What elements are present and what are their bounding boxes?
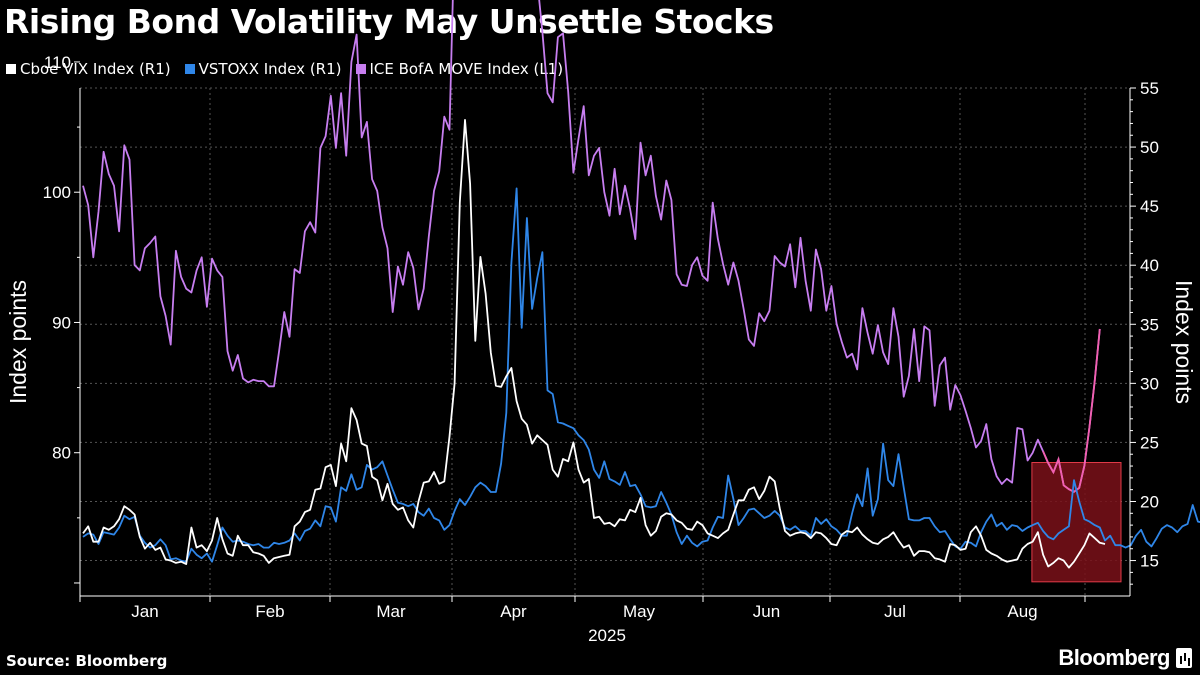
right-tick-label: 40 [1140, 256, 1159, 275]
legend-item-move[interactable]: ICE BofA MOVE Index (L1) [355, 60, 564, 78]
legend: Cboe VIX Index (R1) VSTOXX Index (R1) IC… [6, 60, 563, 78]
right-tick-label: 35 [1140, 315, 1159, 334]
right-tick-label: 30 [1140, 374, 1159, 393]
legend-swatch-vix [6, 64, 16, 74]
brand-name: Bloomberg [1058, 645, 1170, 670]
grid-lines [79, 87, 1130, 596]
x-tick-label: Mar [376, 602, 406, 621]
x-tick-label: Aug [1007, 602, 1037, 621]
brand-logo: Bloomberg [1058, 645, 1192, 671]
x-tick-label: Jul [884, 602, 906, 621]
highlight-box [1031, 462, 1122, 583]
left-tick-label: 110 [44, 53, 71, 72]
brand-chart-icon [1176, 648, 1192, 668]
x-tick-label: Jan [131, 602, 158, 621]
source-note: Source: Bloomberg [6, 652, 168, 670]
x-tick-label: Feb [255, 602, 284, 621]
move-line-highlighted [1042, 328, 1101, 493]
right-axis-title: Index points [1171, 280, 1197, 404]
right-tick-label: 25 [1140, 433, 1159, 452]
right-tick-label: 50 [1140, 138, 1159, 157]
x-year-label: 2025 [588, 626, 626, 645]
x-tick-label: Apr [500, 602, 527, 621]
x-tick-label: May [623, 602, 656, 621]
move-line [82, 0, 1101, 493]
x-tick-label: Jun [753, 602, 780, 621]
legend-swatch-vstoxx [184, 64, 195, 74]
legend-swatch-move [355, 64, 366, 74]
vstoxx-line [82, 187, 1200, 563]
axes: 8090100110120130140152025303540455055Jan… [5, 53, 1197, 645]
left-tick-label: 80 [52, 444, 71, 463]
left-tick-label: 90 [52, 313, 71, 332]
legend-label-move: ICE BofA MOVE Index (L1) [369, 60, 564, 78]
left-tick-label: 100 [43, 183, 71, 202]
vix-line [82, 119, 1106, 569]
legend-label-vix: Cboe VIX Index (R1) [20, 60, 171, 78]
legend-label-vstoxx: VSTOXX Index (R1) [198, 60, 342, 78]
right-tick-label: 45 [1140, 197, 1159, 216]
right-tick-label: 15 [1140, 552, 1159, 571]
legend-item-vix[interactable]: Cboe VIX Index (R1) [6, 60, 171, 78]
right-tick-label: 55 [1140, 79, 1159, 98]
chart-title: Rising Bond Volatility May Unsettle Stoc… [4, 2, 774, 41]
legend-item-vstoxx[interactable]: VSTOXX Index (R1) [184, 60, 342, 78]
series-lines [82, 0, 1200, 569]
left-axis-title: Index points [5, 280, 31, 404]
highlight-layer [1031, 462, 1122, 583]
right-tick-label: 20 [1140, 492, 1159, 511]
